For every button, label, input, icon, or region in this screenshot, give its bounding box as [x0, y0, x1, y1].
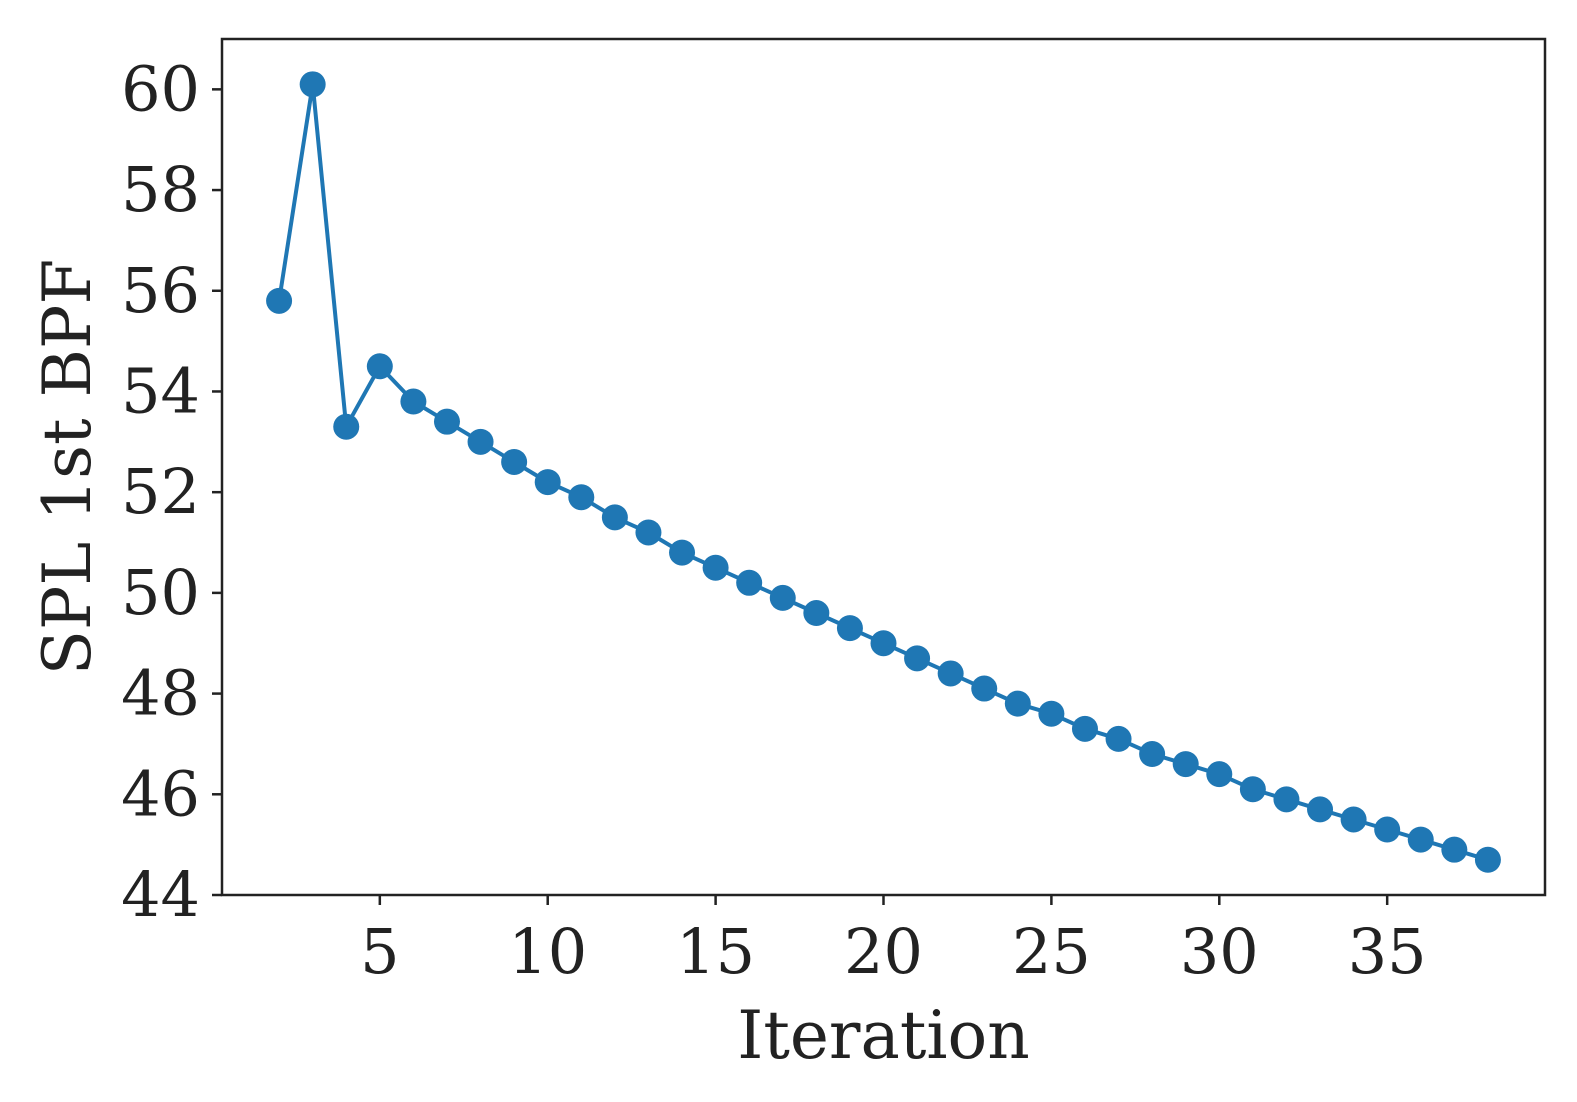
data-point [938, 660, 964, 686]
data-point [736, 570, 762, 596]
data-point [300, 71, 326, 97]
data-point [568, 484, 594, 510]
data-point [1139, 741, 1165, 767]
data-point [971, 676, 997, 702]
x-tick-label: 15 [676, 915, 755, 988]
data-point [1206, 761, 1232, 787]
data-point [266, 288, 292, 314]
data-point [434, 409, 460, 435]
y-tick-label: 58 [121, 153, 200, 226]
data-point [1240, 776, 1266, 802]
series-line [279, 84, 1488, 860]
y-tick-label: 44 [121, 858, 200, 931]
data-point [468, 429, 494, 455]
data-point [904, 645, 930, 671]
data-point [400, 389, 426, 415]
series-layer [266, 71, 1501, 872]
data-point [535, 469, 561, 495]
plot-frame [222, 39, 1545, 895]
y-tick-label: 56 [121, 254, 200, 327]
data-point [1307, 796, 1333, 822]
y-axis-ticks: 44 46 48 50 52 54 56 58 60 [121, 52, 222, 931]
x-tick-label: 20 [844, 915, 923, 988]
y-tick-label: 60 [121, 52, 200, 125]
data-point [501, 449, 527, 475]
data-point [1374, 817, 1400, 843]
data-point [1106, 726, 1132, 752]
data-point [1072, 716, 1098, 742]
x-axis-ticks: 5 10 15 20 25 30 35 [360, 895, 1427, 988]
x-tick-label: 5 [360, 915, 399, 988]
data-point [770, 585, 796, 611]
data-point [635, 519, 661, 545]
data-point [837, 615, 863, 641]
data-point [1005, 691, 1031, 717]
data-point [602, 504, 628, 530]
data-point [1341, 806, 1367, 832]
data-point [1273, 786, 1299, 812]
y-tick-label: 54 [121, 354, 200, 427]
data-point [333, 414, 359, 440]
data-point [1441, 837, 1467, 863]
x-tick-label: 25 [1012, 915, 1091, 988]
y-axis-title: SPL 1st BPF [29, 259, 106, 676]
y-tick-label: 50 [121, 556, 200, 629]
data-point [367, 353, 393, 379]
x-tick-label: 10 [508, 915, 587, 988]
data-point [871, 630, 897, 656]
data-point [1408, 827, 1434, 853]
y-tick-label: 48 [121, 657, 200, 730]
y-tick-label: 52 [121, 455, 200, 528]
data-point [1038, 701, 1064, 727]
x-tick-label: 30 [1180, 915, 1259, 988]
data-point [803, 600, 829, 626]
x-axis-title: Iteration [737, 997, 1029, 1074]
x-tick-label: 35 [1348, 915, 1427, 988]
y-tick-label: 46 [121, 757, 200, 830]
data-point [669, 540, 695, 566]
data-point [1475, 847, 1501, 873]
data-point [703, 555, 729, 581]
data-point [1173, 751, 1199, 777]
